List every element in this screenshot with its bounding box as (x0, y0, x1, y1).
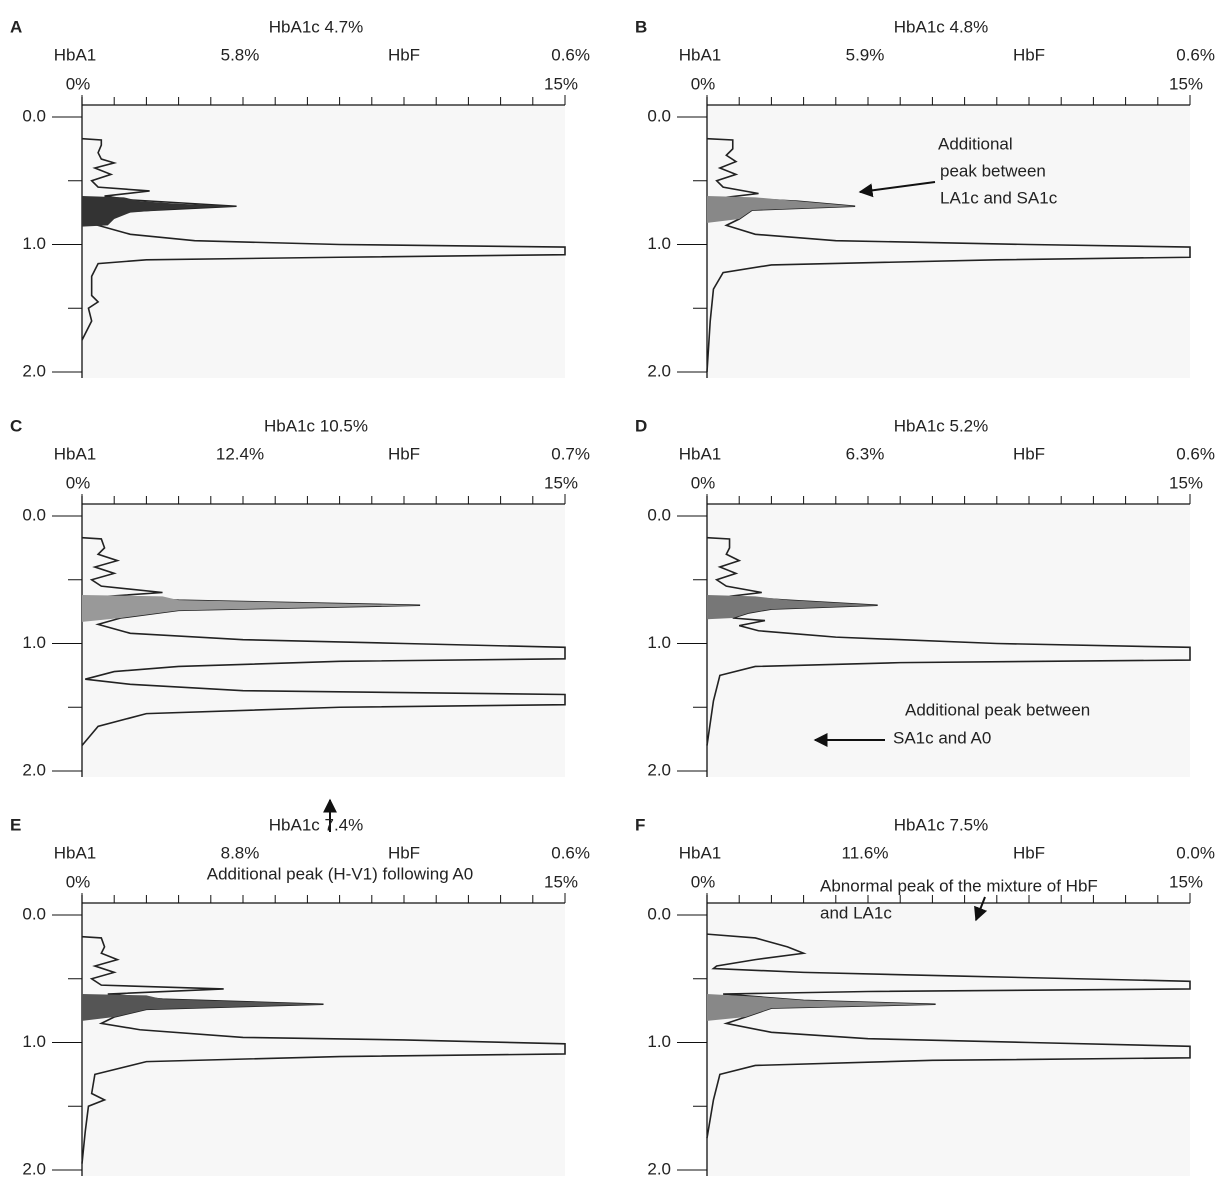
panel-letter: C (10, 416, 22, 435)
y-tick-label: 1.0 (647, 234, 671, 253)
annotation: Additional (938, 134, 1013, 153)
y-tick-label: 2.0 (647, 1159, 671, 1178)
y-tick-label: 0.0 (647, 505, 671, 524)
x-tick-label: 15% (544, 74, 578, 93)
panel-title: HbA1c 4.7% (269, 17, 364, 36)
x-tick-label: 15% (1169, 473, 1203, 492)
y-tick-label: 0.0 (22, 904, 46, 923)
hbf-value: 0.6% (1176, 45, 1215, 64)
chromatogram-trace (706, 933, 1191, 1139)
hbf-value: 0.7% (551, 444, 590, 463)
shaded-peak (82, 595, 421, 622)
hbf-label: HbF (1013, 45, 1045, 64)
hbf-label: HbF (388, 444, 420, 463)
hba1-label: HbA1 (54, 444, 97, 463)
plot-area (82, 504, 565, 777)
x-tick-label: 15% (544, 473, 578, 492)
panel-letter: F (635, 815, 645, 834)
y-tick-label: 1.0 (647, 633, 671, 652)
hbf-label: HbF (1013, 444, 1045, 463)
annotation: LA1c and SA1c (940, 188, 1058, 207)
hba1-value: 12.4% (216, 444, 264, 463)
hbf-value: 0.6% (551, 45, 590, 64)
hba1-value: 5.9% (846, 45, 885, 64)
panel-letter: B (635, 17, 647, 36)
y-tick-label: 1.0 (22, 1032, 46, 1051)
panel-title: HbA1c 7.4% (269, 815, 364, 834)
y-tick-label: 1.0 (22, 633, 46, 652)
panel-title: HbA1c 10.5% (264, 416, 368, 435)
shaded-peak (707, 994, 936, 1021)
hba1-label: HbA1 (54, 843, 97, 862)
arrow (858, 181, 936, 198)
hba1-label: HbA1 (679, 45, 722, 64)
panel-title: HbA1c 4.8% (894, 17, 989, 36)
chromatogram-trace (81, 536, 566, 747)
hba1-value: 6.3% (846, 444, 885, 463)
hba1-label: HbA1 (679, 444, 722, 463)
plot-area (707, 504, 1190, 777)
y-tick-label: 1.0 (22, 234, 46, 253)
annotation: and LA1c (820, 903, 892, 922)
x-tick-label: 15% (544, 872, 578, 891)
hbf-label: HbF (1013, 843, 1045, 862)
x-tick-label: 0% (66, 473, 91, 492)
x-tick-label: 0% (691, 74, 716, 93)
shaded-peak (707, 595, 878, 620)
plot-area (707, 903, 1190, 1176)
plot-area (82, 903, 565, 1176)
x-tick-label: 0% (691, 473, 716, 492)
panel-letter: D (635, 416, 647, 435)
shaded-peak (707, 196, 856, 223)
annotation: peak between (940, 161, 1046, 180)
y-tick-label: 2.0 (22, 760, 46, 779)
hbf-value: 0.6% (551, 843, 590, 862)
hbf-value: 0.6% (1176, 444, 1215, 463)
chromatogram-trace (706, 137, 1191, 373)
panel-letter: E (10, 815, 21, 834)
x-tick-label: 15% (1169, 872, 1203, 891)
y-tick-label: 2.0 (22, 361, 46, 380)
hba1-value: 11.6% (842, 843, 889, 862)
x-tick-label: 0% (66, 872, 91, 891)
panel-title: HbA1c 7.5% (894, 815, 989, 834)
y-tick-label: 2.0 (647, 361, 671, 380)
y-tick-label: 0.0 (22, 106, 46, 125)
hba1-label: HbA1 (679, 843, 722, 862)
panel-title: HbA1c 5.2% (894, 416, 989, 435)
y-tick-label: 0.0 (647, 106, 671, 125)
hbf-label: HbF (388, 45, 420, 64)
annotation: Additional peak between (905, 700, 1090, 719)
annotation: Additional peak (H-V1) following A0 (207, 864, 473, 883)
y-tick-label: 2.0 (647, 760, 671, 779)
x-tick-label: 0% (66, 74, 91, 93)
panel-letter: A (10, 17, 22, 36)
hbf-label: HbF (388, 843, 420, 862)
shaded-peak (82, 994, 324, 1021)
annotation: Abnormal peak of the mixture of HbF (820, 876, 1098, 895)
y-tick-label: 2.0 (22, 1159, 46, 1178)
hba1-value: 8.8% (221, 843, 260, 862)
y-tick-label: 0.0 (647, 904, 671, 923)
hba1-label: HbA1 (54, 45, 97, 64)
x-tick-label: 0% (691, 872, 716, 891)
arrow (974, 896, 988, 922)
annotation: SA1c and A0 (893, 728, 991, 747)
y-tick-label: 1.0 (647, 1032, 671, 1051)
hbf-value: 0.0% (1176, 843, 1215, 862)
shaded-peak (82, 196, 237, 227)
plot-area (707, 105, 1190, 378)
hba1-value: 5.8% (221, 45, 260, 64)
plot-area (82, 105, 565, 378)
x-tick-label: 15% (1169, 74, 1203, 93)
y-tick-label: 0.0 (22, 505, 46, 524)
